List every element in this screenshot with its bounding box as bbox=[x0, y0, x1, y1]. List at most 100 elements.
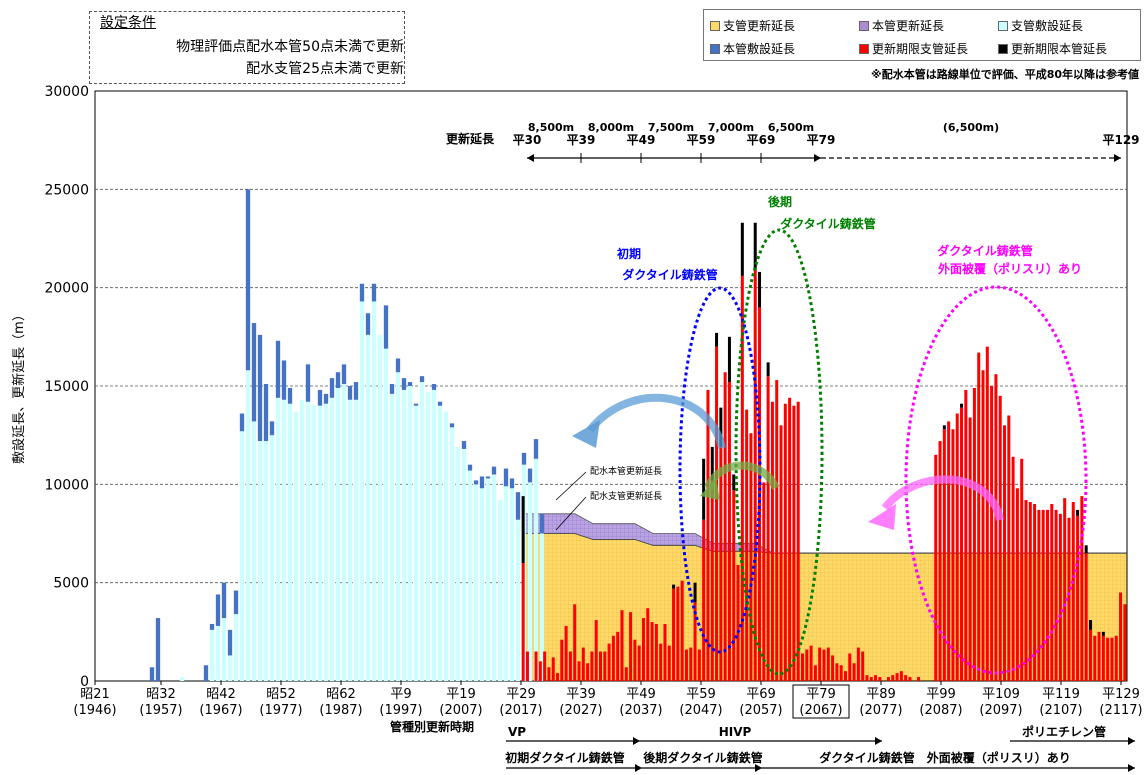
bar-main-laid bbox=[485, 476, 491, 479]
bar-branch-laid bbox=[311, 405, 317, 681]
conditions-line-2: 配水支管25点未満で更新 bbox=[246, 61, 404, 77]
bar-deadline-main bbox=[942, 425, 946, 430]
x-tick-label: 昭52 bbox=[266, 687, 296, 702]
bar-main-laid bbox=[365, 313, 371, 335]
bar-branch-laid bbox=[353, 399, 359, 681]
bar-main-laid bbox=[467, 464, 473, 471]
bar-branch-laid bbox=[227, 655, 233, 681]
bar-branch-laid bbox=[437, 405, 443, 681]
bar-deadline-branch bbox=[1041, 509, 1045, 681]
x-tick-sub-label: (1946) bbox=[73, 703, 116, 718]
bar-branch-laid bbox=[281, 399, 287, 681]
bar-main-laid bbox=[329, 378, 335, 398]
bar-deadline-branch bbox=[1020, 458, 1024, 681]
bar-branch-laid bbox=[533, 458, 539, 681]
bar-deadline-branch bbox=[934, 454, 938, 681]
bar-deadline-branch bbox=[616, 631, 620, 681]
x-tick-sub-label: (2097) bbox=[979, 703, 1022, 718]
bar-deadline-branch bbox=[843, 671, 847, 681]
x-tick-sub-label: (2117) bbox=[1099, 703, 1142, 718]
bar-branch-laid bbox=[497, 500, 503, 681]
vp-arrow-head bbox=[633, 737, 640, 745]
bar-deadline-branch bbox=[801, 653, 805, 681]
bar-branch-laid bbox=[539, 533, 545, 681]
length-label: 7,000m bbox=[708, 121, 754, 134]
bar-deadline-branch bbox=[1080, 496, 1084, 681]
bar-branch-laid bbox=[221, 618, 227, 681]
bar-deadline-branch bbox=[641, 618, 645, 681]
bar-branch-laid bbox=[467, 470, 473, 681]
coated-ductile-label: 外面被覆（ポリスリ）あり bbox=[938, 261, 1082, 276]
y-tick-label: 20000 bbox=[44, 281, 89, 297]
bar-branch-laid bbox=[239, 431, 245, 681]
bar-deadline-branch bbox=[1024, 500, 1028, 681]
bar-branch-laid bbox=[425, 391, 431, 681]
y-tick-label: 15000 bbox=[44, 379, 89, 395]
bar-deadline-branch bbox=[770, 401, 774, 681]
bar-deadline-branch bbox=[667, 645, 671, 681]
legend-swatch bbox=[710, 43, 720, 54]
x-tick-label: 昭32 bbox=[146, 687, 176, 702]
bar-branch-laid bbox=[443, 411, 449, 681]
bar-main-laid bbox=[155, 618, 161, 681]
green-curved-arrow-head bbox=[700, 478, 720, 500]
bar-deadline-branch bbox=[715, 346, 719, 681]
bar-main-laid bbox=[521, 452, 527, 465]
bar-deadline-branch bbox=[581, 647, 585, 681]
legend-label: 本管敷設延長 bbox=[723, 42, 796, 56]
bar-branch-laid bbox=[449, 427, 455, 681]
pink-curved-arrow bbox=[881, 475, 1004, 521]
bar-branch-laid bbox=[215, 625, 221, 681]
bar-deadline-branch bbox=[904, 675, 908, 681]
bar-main-laid bbox=[539, 513, 545, 534]
bar-deadline-branch bbox=[577, 661, 581, 681]
bar-deadline-branch bbox=[826, 647, 830, 681]
bar-main-laid bbox=[317, 389, 323, 406]
bar-deadline-branch bbox=[663, 623, 667, 681]
x-tick-sub-label: (1997) bbox=[379, 703, 422, 718]
bar-branch-laid bbox=[479, 488, 485, 681]
bar-deadline-branch bbox=[1114, 635, 1118, 681]
hivp-label: HIVP bbox=[719, 725, 752, 739]
period-label: 平59 bbox=[687, 133, 716, 147]
period-arrow-mid bbox=[814, 154, 821, 162]
late-ductile-label: ダクタイル鋳鉄管 bbox=[780, 216, 876, 231]
conditions-line-1: 物理評価点配水本管50点未満で更新 bbox=[176, 39, 404, 55]
bar-deadline-main bbox=[693, 582, 697, 603]
late-ductile-ellipse bbox=[734, 228, 824, 676]
bar-branch-laid bbox=[233, 614, 239, 681]
bar-main-laid bbox=[527, 468, 533, 483]
bar-deadline-branch bbox=[702, 519, 706, 681]
early-ductile-label: ダクタイル鋳鉄管 bbox=[622, 267, 718, 282]
y-tick-label: 5000 bbox=[53, 576, 89, 592]
bar-main-laid bbox=[371, 283, 377, 302]
bar-deadline-branch bbox=[981, 370, 985, 681]
x-tick-label: 平99 bbox=[926, 687, 956, 702]
conditions-title: 設定条件 bbox=[100, 15, 156, 31]
conditions-box: 設定条件 物理評価点配水本管50点未満で更新 配水支管25点未満で更新 bbox=[89, 11, 405, 84]
bar-main-laid bbox=[401, 378, 407, 390]
bar-deadline-main bbox=[758, 271, 762, 308]
bar-deadline-branch bbox=[534, 651, 538, 681]
length-label: (6,500m) bbox=[943, 121, 999, 134]
bar-deadline-branch bbox=[779, 425, 783, 681]
bar-branch-laid bbox=[383, 348, 389, 681]
early-ductile-arrow-head bbox=[635, 764, 642, 772]
bar-deadline-branch bbox=[697, 649, 701, 681]
bar-deadline-branch bbox=[977, 352, 981, 681]
legend-label: 更新期限支管延長 bbox=[872, 42, 969, 56]
bar-deadline-branch bbox=[951, 429, 955, 681]
x-tick-label: 平9 bbox=[390, 687, 411, 702]
renewal-length-label: 更新延長 bbox=[446, 131, 495, 146]
period-label: 平69 bbox=[747, 133, 776, 147]
bar-branch-laid bbox=[257, 441, 263, 681]
x-tick-sub-label: (1977) bbox=[259, 703, 302, 718]
bar-deadline-branch bbox=[1015, 488, 1019, 681]
bar-branch-laid bbox=[419, 382, 425, 681]
bar-main-laid bbox=[341, 364, 347, 385]
x-tick-label: 平59 bbox=[686, 687, 716, 702]
x-tick-sub-label: (1987) bbox=[319, 703, 362, 718]
main-callout-line bbox=[555, 471, 587, 501]
bar-deadline-branch bbox=[599, 651, 603, 681]
bar-deadline-branch bbox=[985, 346, 989, 681]
